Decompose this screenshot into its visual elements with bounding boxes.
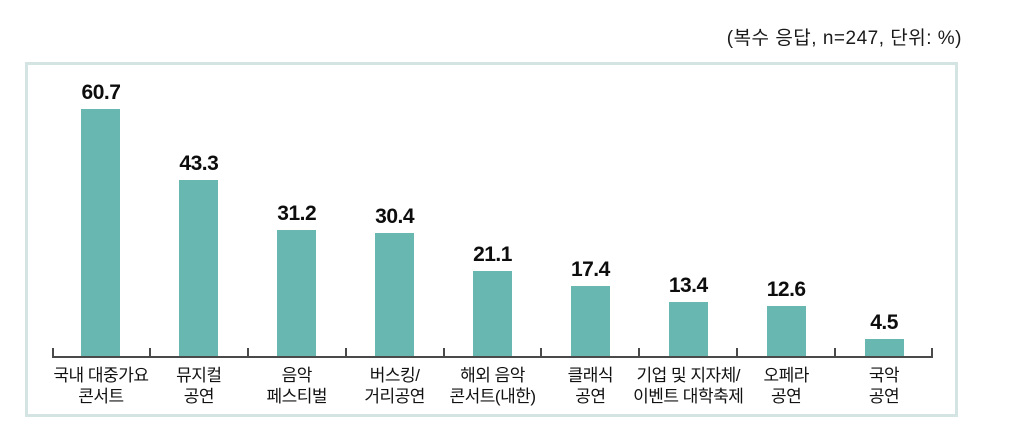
axis-tick <box>540 348 543 356</box>
category-label: 클래식 공연 <box>567 366 614 406</box>
axis-tick <box>638 348 641 356</box>
chart-frame: 60.7 국내 대중가요 콘서트 43.3 뮤지컬 공연 31.2 음악 페스티벌 30.4… <box>25 62 958 417</box>
bar-value-label: 30.4 <box>375 205 415 228</box>
bar-value-label: 43.3 <box>179 152 219 175</box>
axis-tick <box>344 348 347 356</box>
chart-note: (복수 응답, n=247, 단위: %) <box>726 28 962 49</box>
bar <box>179 180 219 357</box>
axis-tick <box>442 348 445 356</box>
bar-value-label: 31.2 <box>277 202 317 225</box>
bar <box>375 233 415 357</box>
x-axis-line <box>52 356 933 358</box>
category-label: 음악 페스티벌 <box>266 366 327 406</box>
axis-tick <box>834 348 837 356</box>
bar-value-label: 13.4 <box>668 274 708 297</box>
category-label: 해외 음악 콘서트(내한) <box>449 366 536 406</box>
axis-tick <box>736 348 739 356</box>
bar <box>81 109 121 357</box>
axis-tick <box>148 348 151 356</box>
bar-value-label: 60.7 <box>81 81 121 104</box>
category-label: 국악 공연 <box>868 366 900 406</box>
category-label: 버스킹/ 거리공연 <box>364 366 425 406</box>
bar <box>277 230 317 357</box>
bar-value-label: 17.4 <box>570 258 610 281</box>
bar <box>473 271 512 357</box>
bar-value-label: 12.6 <box>766 278 806 301</box>
bar-chart: 60.7 국내 대중가요 콘서트 43.3 뮤지컬 공연 31.2 음악 페스티벌 30.4… <box>52 65 933 406</box>
axis-tick <box>931 348 933 356</box>
bar <box>570 286 610 357</box>
bar <box>668 302 708 357</box>
axis-tick <box>246 348 249 356</box>
bar-value-label: 21.1 <box>473 243 512 266</box>
category-label: 국내 대중가요 콘서트 <box>53 366 149 406</box>
category-label: 뮤지컬 공연 <box>176 366 222 406</box>
category-label: 오페라 공연 <box>763 366 809 406</box>
axis-tick <box>52 348 54 356</box>
bar <box>864 339 904 357</box>
category-label: 기업 및 지자체/ 이벤트 대학축제 <box>633 366 744 406</box>
bar <box>766 306 806 357</box>
bar-value-label: 4.5 <box>870 311 898 334</box>
